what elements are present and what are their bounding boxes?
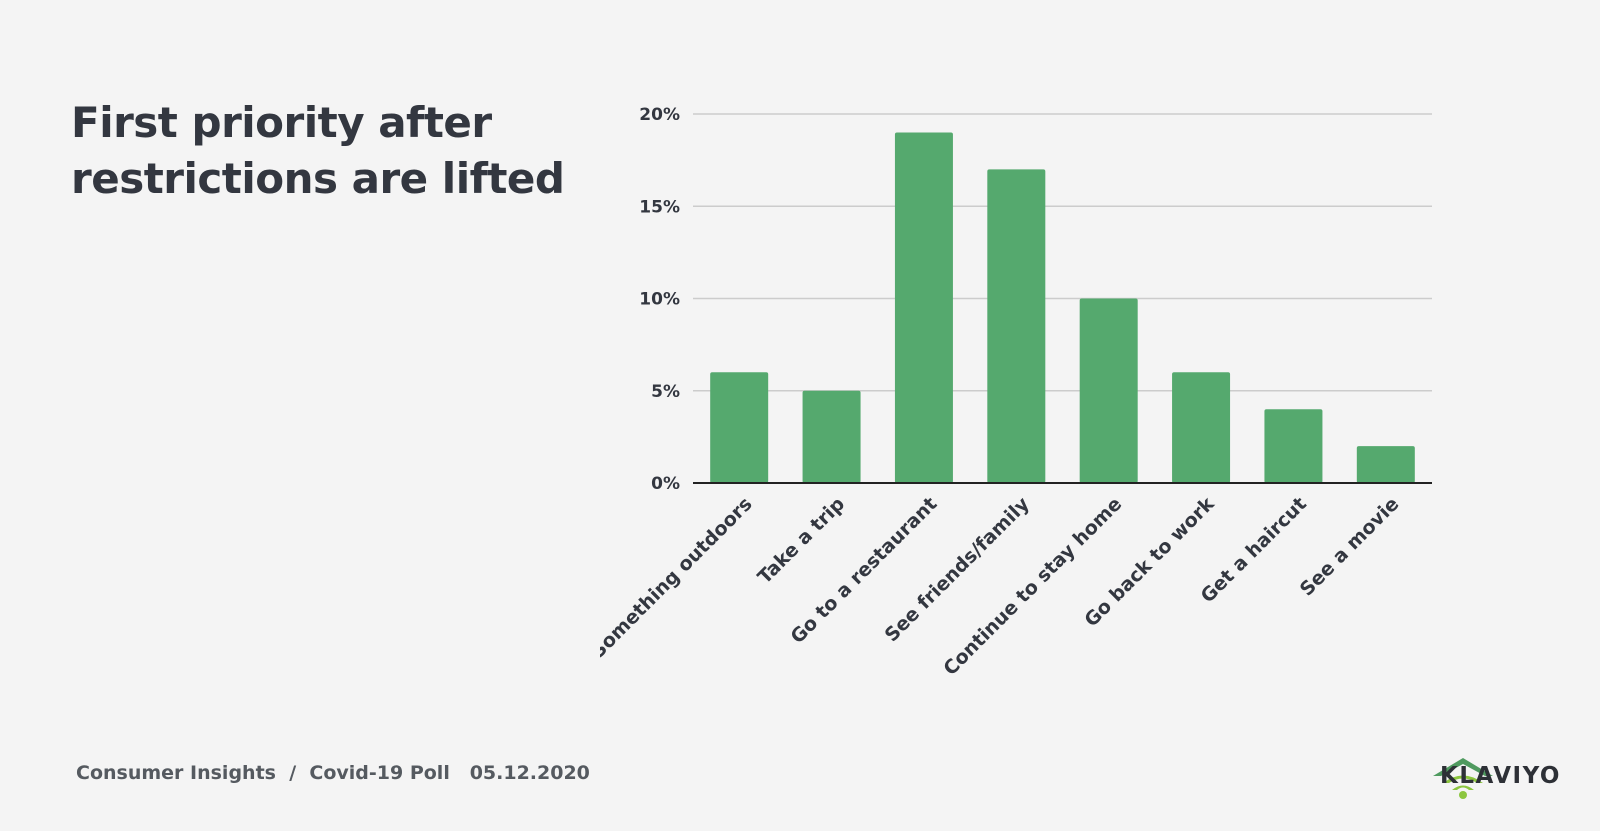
footer-poll: Covid-19 Poll <box>309 762 450 784</box>
y-tick-label: 15% <box>639 197 680 217</box>
y-tick-label: 10% <box>639 290 680 310</box>
klaviyo-wifi-icon <box>1433 758 1493 799</box>
y-tick-label: 20% <box>639 105 680 125</box>
bar <box>1172 372 1231 483</box>
bar <box>1079 298 1138 483</box>
y-tick-label: 0% <box>651 474 680 494</box>
bar <box>894 132 953 483</box>
bar <box>987 169 1046 483</box>
bars <box>710 132 1415 483</box>
footer-separator: / <box>289 762 297 784</box>
y-tick-label: 5% <box>651 382 680 402</box>
footer-caption: Consumer Insights / Covid-19 Poll 05.12.… <box>76 762 590 784</box>
x-category-label: Something outdoors <box>600 493 757 663</box>
footer-date: 05.12.2020 <box>469 762 590 784</box>
x-category-label: See a movie <box>1296 493 1404 601</box>
brand-name: KLAVIYO <box>1440 763 1561 789</box>
bar <box>710 372 769 483</box>
footer-section: Consumer Insights <box>76 762 276 784</box>
bar <box>1264 409 1323 483</box>
y-axis-tick-labels: 0% 5% 10% 15% 20% <box>639 105 680 494</box>
bar <box>1356 446 1415 483</box>
gridlines <box>693 113 1432 392</box>
x-category-label: Continue to stay home <box>939 493 1126 680</box>
x-category-label: Take a trip <box>754 493 849 588</box>
chart-title: First priority after restrictions are li… <box>71 98 565 203</box>
bar <box>802 390 861 483</box>
